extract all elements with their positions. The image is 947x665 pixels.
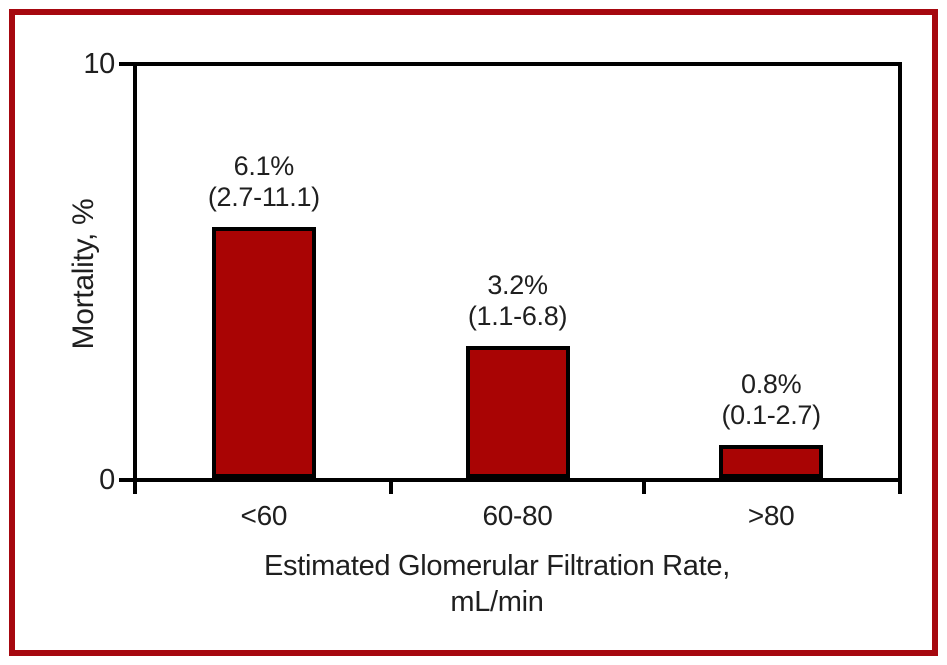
- x-axis-tick-right: [898, 482, 902, 494]
- plot-area: 6.1% (2.7-11.1) <60 3.2% (1.1-6.8) 60-80 0.8%(…: [133, 62, 902, 531]
- y-axis-tick-10: [119, 62, 133, 66]
- x-axis-title-line2: mL/min: [450, 586, 544, 618]
- x-axis-tick: [642, 482, 647, 494]
- x-axis-tick-left: [133, 482, 137, 494]
- x-category-label: 60-80: [482, 500, 553, 531]
- bar-value-label: 3.2% (1.1-6.8): [368, 270, 668, 332]
- x-axis-title-line1: Estimated Glomerular Filtration Rate,: [264, 550, 730, 582]
- bar-ci-text: (1.1-6.8): [467, 301, 568, 331]
- bar-value-text: 3.2%: [487, 270, 548, 300]
- bar-value-label: 0.8% (0.1-2.7): [621, 369, 921, 431]
- y-tick-label-10: 10: [83, 48, 115, 80]
- bar-value-text: 6.1%: [233, 151, 295, 181]
- figure-border: [9, 9, 938, 656]
- y-tick-label-0: 0: [99, 464, 115, 496]
- bar-ci-text: (0.1-2.7): [721, 400, 821, 430]
- bar: [465, 346, 570, 478]
- bar-value-text: 0.8%: [740, 369, 802, 399]
- bar-value-label: 6.1% (2.7-11.1): [114, 151, 414, 213]
- y-axis-title: Mortality, %: [67, 198, 100, 350]
- bars-layer: 6.1% (2.7-11.1) <60 3.2% (1.1-6.8) 60-80 0.8%(…: [137, 66, 898, 531]
- x-axis-tick: [388, 482, 393, 494]
- bar: [719, 445, 824, 478]
- x-category-label: >80: [747, 500, 795, 531]
- bar: [211, 227, 316, 478]
- x-category-label: <60: [240, 500, 288, 531]
- bar-ci-text: (2.7-11.1): [207, 182, 320, 212]
- y-axis-tick-0: [119, 478, 133, 482]
- x-axis-title: Estimated Glomerular Filtration Rate, mL…: [117, 548, 877, 620]
